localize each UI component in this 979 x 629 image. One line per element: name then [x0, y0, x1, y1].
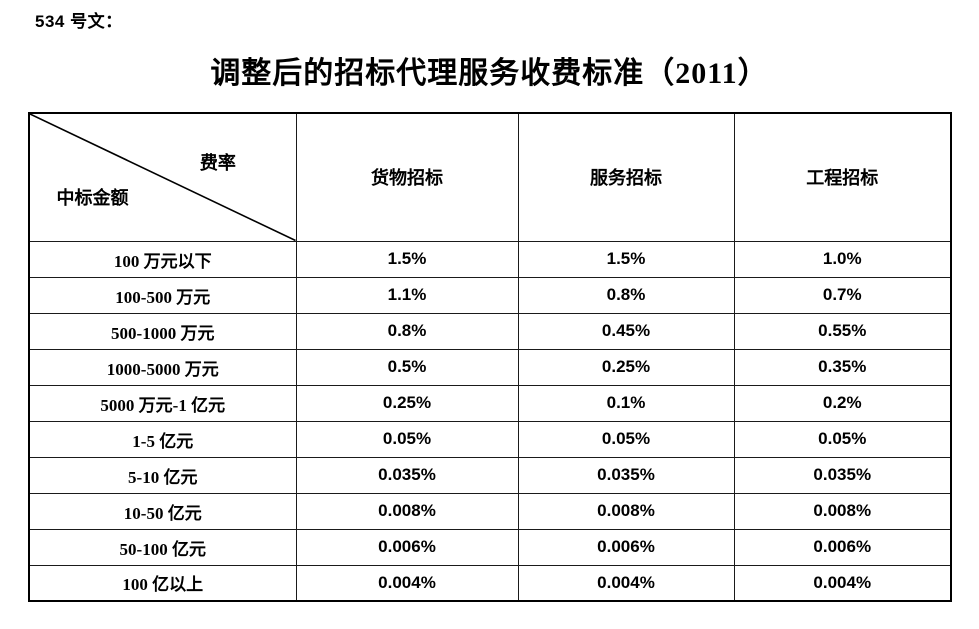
cell-value: 0.8%: [517, 276, 735, 314]
cell-value: 0.45%: [517, 312, 735, 350]
table-row: 1000-5000 万元 0.5% 0.25% 0.35%: [28, 348, 952, 386]
row-label: 5-10 亿元: [28, 456, 297, 494]
cell-value: 0.2%: [733, 384, 952, 422]
cell-value: 0.004%: [517, 564, 735, 602]
table-row: 10-50 亿元 0.008% 0.008% 0.008%: [28, 492, 952, 530]
cell-value: 1.5%: [295, 240, 519, 278]
table-row: 500-1000 万元 0.8% 0.45% 0.55%: [28, 312, 952, 350]
cell-value: 0.7%: [733, 276, 952, 314]
table-header-row: 费率 中标金额 货物招标 服务招标 工程招标: [28, 112, 952, 242]
row-label: 100 万元以下: [28, 240, 297, 278]
corner-label-rate: 费率: [199, 153, 236, 174]
cell-value: 0.035%: [295, 456, 519, 494]
cell-value: 0.25%: [295, 384, 519, 422]
cell-value: 0.006%: [517, 528, 735, 566]
cell-value: 0.035%: [517, 456, 735, 494]
cell-value: 0.004%: [295, 564, 519, 602]
row-label: 100-500 万元: [28, 276, 297, 314]
cell-value: 0.006%: [295, 528, 519, 566]
corner-label-amount: 中标金额: [56, 187, 129, 208]
table-row: 50-100 亿元 0.006% 0.006% 0.006%: [28, 528, 952, 566]
cell-value: 0.35%: [733, 348, 952, 386]
cell-value: 0.05%: [733, 420, 952, 458]
table-row: 1-5 亿元 0.05% 0.05% 0.05%: [28, 420, 952, 458]
column-header-goods: 货物招标: [295, 112, 519, 242]
cell-value: 0.25%: [517, 348, 735, 386]
diagonal-divider-line: [30, 114, 296, 241]
cell-value: 1.5%: [517, 240, 735, 278]
cell-value: 0.008%: [295, 492, 519, 530]
cell-value: 0.5%: [295, 348, 519, 386]
cell-value: 1.1%: [295, 276, 519, 314]
cell-value: 0.05%: [295, 420, 519, 458]
table-row: 100-500 万元 1.1% 0.8% 0.7%: [28, 276, 952, 314]
doc-number-label: 534 号文：: [35, 12, 123, 31]
row-label: 10-50 亿元: [28, 492, 297, 530]
cell-value: 0.006%: [733, 528, 952, 566]
cell-value: 0.55%: [733, 312, 952, 350]
row-label: 1000-5000 万元: [28, 348, 297, 386]
row-label: 500-1000 万元: [28, 312, 297, 350]
cell-value: 0.05%: [517, 420, 735, 458]
row-label: 100 亿以上: [28, 564, 297, 602]
column-header-engineering: 工程招标: [733, 112, 952, 242]
page-title: 调整后的招标代理服务收费标准（2011）: [210, 57, 769, 90]
table-row: 100 万元以下 1.5% 1.5% 1.0%: [28, 240, 952, 278]
cell-value: 0.8%: [295, 312, 519, 350]
row-label: 5000 万元-1 亿元: [28, 384, 297, 422]
table-row: 100 亿以上 0.004% 0.004% 0.004%: [28, 564, 952, 602]
cell-value: 0.008%: [517, 492, 735, 530]
cell-value: 0.004%: [733, 564, 952, 602]
fee-rate-table: 费率 中标金额 货物招标 服务招标 工程招标 100 万元以下 1.5% 1.5…: [28, 112, 952, 602]
corner-header-cell: 费率 中标金额: [28, 112, 297, 242]
cell-value: 0.008%: [733, 492, 952, 530]
row-label: 1-5 亿元: [28, 420, 297, 458]
table-row: 5000 万元-1 亿元 0.25% 0.1% 0.2%: [28, 384, 952, 422]
cell-value: 1.0%: [733, 240, 952, 278]
column-header-services: 服务招标: [517, 112, 735, 242]
row-label: 50-100 亿元: [28, 528, 297, 566]
cell-value: 0.035%: [733, 456, 952, 494]
cell-value: 0.1%: [517, 384, 735, 422]
table-row: 5-10 亿元 0.035% 0.035% 0.035%: [28, 456, 952, 494]
